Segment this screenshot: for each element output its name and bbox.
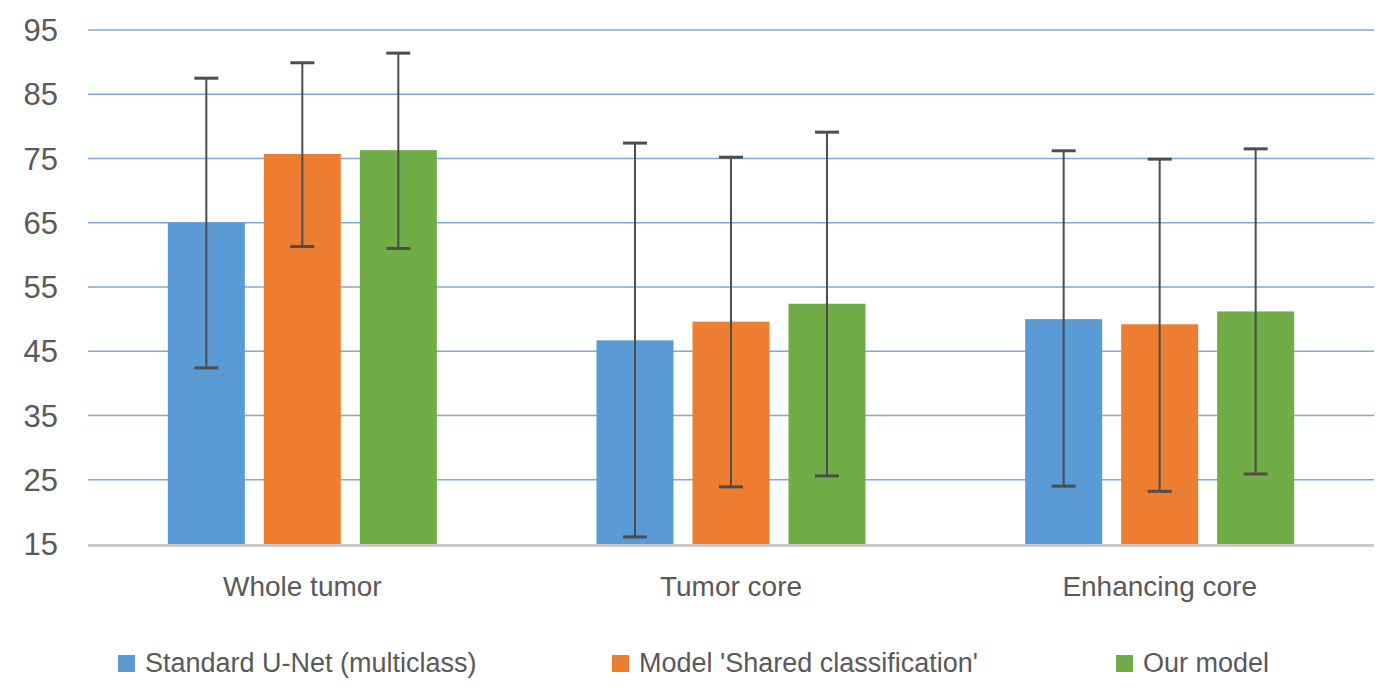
bar-chart: 15 25 35 45 55 65 75 85 95 Whole tumor Tumor core E… [0,0,1379,699]
category-label-whole-tumor: Whole tumor [223,571,382,602]
legend: Standard U-Net (multiclass) Model 'Share… [0,645,1379,681]
legend-swatch-shared-classification [612,655,629,672]
legend-label-shared-classification: Model 'Shared classification' [639,645,978,681]
y-axis-tick-label-45: 45 [24,334,58,369]
y-axis-tick-label-25: 25 [24,463,58,498]
y-axis-tick-label-35: 35 [24,399,58,434]
category-label-enhancing-core: Enhancing core [1062,571,1257,602]
y-axis-tick-label-65: 65 [24,206,58,241]
legend-label-our-model: Our model [1143,645,1269,681]
legend-label-standard-u-net: Standard U-Net (multiclass) [145,645,477,681]
y-axis-tick-label-15: 15 [24,527,58,562]
plot-area: 15 25 35 45 55 65 75 85 95 Whole tumor Tumor core E… [0,0,1379,699]
y-axis-tick-label-85: 85 [24,77,58,112]
y-axis-tick-label-95: 95 [24,13,58,48]
legend-swatch-standard-u-net [118,655,135,672]
legend-item-shared-classification: Model 'Shared classification' [612,645,978,681]
legend-item-our-model: Our model [1116,645,1269,681]
y-axis-tick-label-55: 55 [24,270,58,305]
y-axis-tick-label-75: 75 [24,142,58,177]
legend-item-standard-u-net: Standard U-Net (multiclass) [118,645,477,681]
legend-swatch-our-model [1116,655,1133,672]
category-label-tumor-core: Tumor core [660,571,802,602]
